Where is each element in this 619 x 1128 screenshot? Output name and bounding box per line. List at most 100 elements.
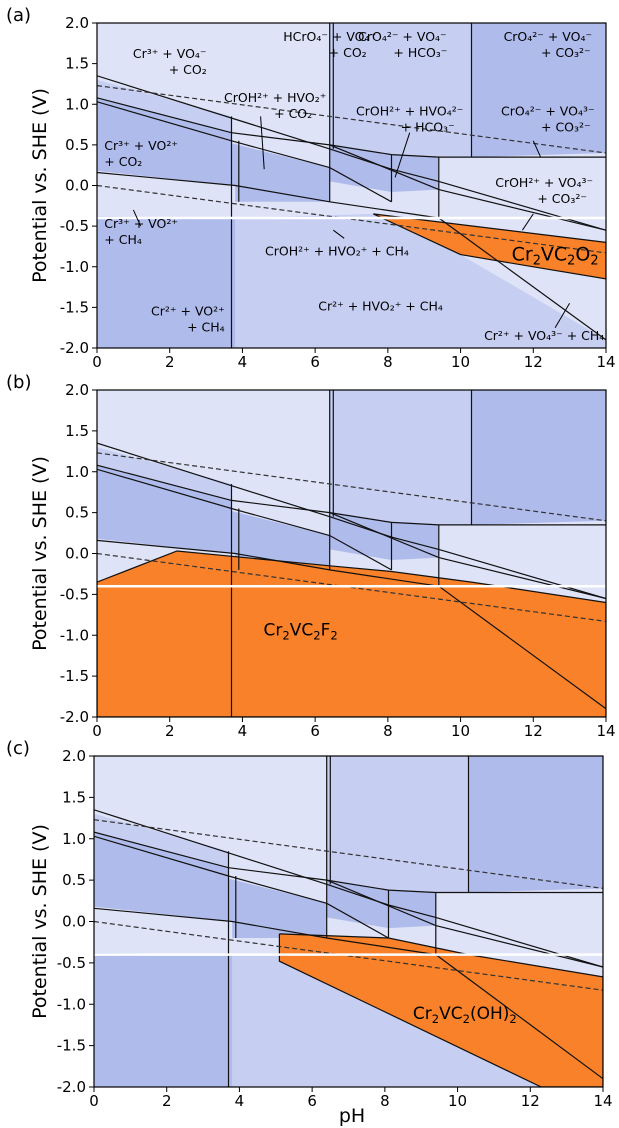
species-label: CrO₄²⁻ + VO₄⁻ + CO₃²⁻ — [504, 29, 593, 60]
species-label: CrO₄²⁻ + VO₄⁻ + HCO₃⁻ — [358, 29, 447, 60]
water-upper-line — [94, 819, 603, 889]
solid-phase-region — [279, 933, 603, 1087]
y-axis-label: Potential vs. SHE (V) — [29, 824, 51, 1019]
species-label-line: Cr²⁺ + VO²⁺ — [151, 304, 225, 319]
label-leader-line — [260, 116, 265, 170]
subscript: 2 — [509, 1012, 516, 1026]
species-region — [329, 390, 472, 525]
species-label-line: CrOH²⁺ + HVO₂⁺ — [224, 90, 326, 105]
y-tick-label: -1.0 — [60, 258, 89, 276]
y-tick-label: 2.0 — [65, 14, 89, 32]
y-tick-label: 1.0 — [65, 463, 89, 481]
panel-tag: (b) — [6, 372, 31, 393]
label-leader-line — [333, 229, 345, 239]
species-label-line: CrO₄²⁻ + VO₄³⁻ — [501, 104, 595, 119]
y-tick-label: -1.0 — [57, 995, 86, 1013]
panel-a: 0 2 4 6 8 10 12 14 2.0 1.5 1.0 0.5 0.0 -0.5 -1.0 -1.5 -2… — [6, 5, 616, 371]
species-label: HCrO₄⁻ + VO₄⁻ + CO₂ — [283, 29, 376, 60]
species-region — [97, 447, 232, 501]
x-tick-label: 6 — [307, 1092, 317, 1110]
species-label-line: + CH₄ — [104, 232, 142, 247]
panel-c: 0 2 4 6 8 10 12 14 2.0 1.5 1.0 0.5 0.0 -0.5 -1.0 -1.5 -2… — [6, 738, 613, 1110]
label-leader-line — [394, 132, 411, 178]
species-label-line: Cr²⁺ + HVO₂⁺ + CH₄ — [318, 299, 443, 314]
label-part: Cr — [512, 243, 533, 265]
species-label-line: + HCO₃⁻ — [393, 45, 447, 60]
species-region — [94, 813, 229, 868]
y-tick-label: -1.5 — [57, 1037, 86, 1055]
label-leader-line — [532, 140, 542, 158]
x-tick-label: 6 — [310, 353, 320, 371]
water-upper-line — [97, 452, 606, 522]
species-region — [329, 23, 472, 158]
x-tick-label: 6 — [310, 722, 320, 740]
x-tick-label: 8 — [383, 353, 393, 371]
y-tick-label: -0.5 — [60, 585, 89, 603]
species-label-line: Cr²⁺ + VO₄³⁻ + CH₄ — [484, 328, 604, 343]
species-label: CrOH²⁺ + VO₄³⁻ + CO₃²⁻ — [495, 175, 593, 206]
species-label: CrOH²⁺ + HVO₂⁺ + CH₄ — [265, 243, 409, 258]
x-tick-label: 12 — [524, 722, 543, 740]
species-label-line: + CH₄ — [187, 320, 225, 335]
panel-tag: (c) — [6, 738, 30, 759]
y-axis-label: Potential vs. SHE (V) — [29, 456, 51, 651]
water-upper-line — [97, 85, 606, 154]
species-label: Cr³⁺ + VO²⁺ + CH₄ — [104, 216, 178, 247]
y-tick-label: 0.0 — [65, 545, 89, 563]
x-axis-label: pH — [339, 1105, 365, 1127]
species-label: Cr²⁺ + HVO₂⁺ + CH₄ — [318, 299, 443, 314]
subscript: 2 — [567, 253, 575, 268]
x-tick-label: 4 — [238, 722, 248, 740]
y-axis-label: Potential vs. SHE (V) — [29, 88, 51, 283]
species-label-line: + CO₂ — [274, 106, 312, 121]
x-tick-label: 0 — [92, 353, 102, 371]
subscript: 2 — [590, 253, 598, 268]
x-tick-label: 10 — [451, 353, 470, 371]
x-tick-label: 14 — [593, 1092, 612, 1110]
x-tick-label: 12 — [521, 1092, 540, 1110]
species-label-line: Cr³⁺ + VO²⁺ — [104, 216, 178, 231]
phase-boundary-line — [97, 101, 392, 203]
species-label-line: + CO₂ — [169, 62, 207, 77]
y-tick-label: -2.0 — [60, 708, 89, 726]
species-label: Cr²⁺ + VO²⁺ + CH₄ — [151, 304, 225, 335]
label-part: O — [575, 243, 590, 265]
x-tick-label: 8 — [383, 722, 393, 740]
y-tick-label: -1.5 — [60, 298, 89, 316]
species-label: CrO₄²⁻ + VO₄³⁻ + CO₃²⁻ — [501, 104, 595, 135]
subscript: 2 — [313, 628, 320, 642]
subscript: 2 — [282, 628, 289, 642]
plot-area — [94, 756, 603, 1087]
species-region — [97, 97, 330, 202]
phase-boundary-line — [94, 835, 389, 939]
species-label: CrOH²⁺ + HVO₂⁺ + CO₂ — [224, 90, 326, 121]
x-tick-label: 0 — [92, 722, 102, 740]
phase-boundary-line — [97, 97, 606, 158]
species-region — [94, 832, 327, 938]
species-label-line: Cr³⁺ + VO²⁺ — [104, 138, 178, 153]
species-region — [326, 756, 469, 893]
y-tick-label: 1.5 — [65, 422, 89, 440]
species-label-line: HCrO₄⁻ + VO₄⁻ — [283, 29, 376, 44]
solid-phase-label: Cr2VC2F2 — [263, 620, 337, 642]
species-region — [97, 465, 330, 570]
plot-area — [97, 390, 606, 717]
subscript: 2 — [432, 1012, 439, 1026]
label-part: VC — [541, 243, 567, 265]
label-part: Cr — [413, 1004, 432, 1024]
x-tick-label: 10 — [448, 1092, 467, 1110]
solid-phase-outline — [97, 550, 606, 717]
solid-phase-outline — [278, 933, 603, 1087]
x-tick-label: 12 — [524, 353, 543, 371]
species-region — [94, 952, 233, 1087]
subscript: 2 — [463, 1012, 470, 1026]
subscript: 2 — [330, 628, 337, 642]
species-label: Cr³⁺ + VO²⁺ + CO₂ — [104, 138, 178, 169]
label-part: Cr — [263, 620, 282, 640]
species-label-line: + CO₃²⁻ — [541, 120, 591, 135]
y-tick-label: -2.0 — [60, 339, 89, 357]
solid-phase-label: Cr2VC2(OH)2 — [413, 1004, 517, 1026]
species-region — [235, 213, 606, 348]
y-tick-label: 1.5 — [62, 788, 86, 806]
